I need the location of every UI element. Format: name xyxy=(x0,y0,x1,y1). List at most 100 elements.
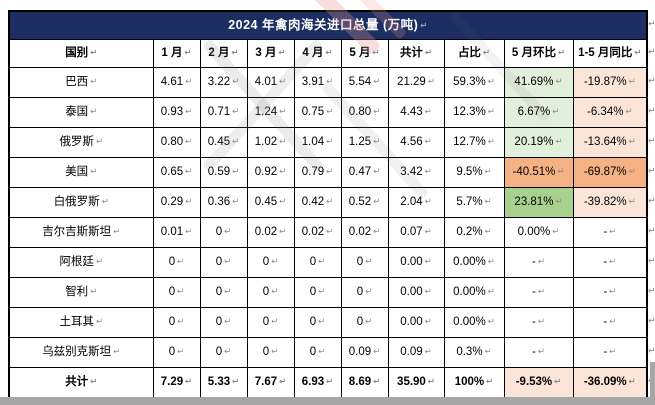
month-2-cell: 3.22 ↵ xyxy=(199,67,248,98)
cell-end-mark: ↵ xyxy=(609,226,617,237)
cell-end-mark: ↵ xyxy=(487,286,495,297)
cell-end-mark: ↵ xyxy=(279,375,287,386)
cell-end-mark: ↵ xyxy=(537,316,545,327)
cell-end-mark: ↵ xyxy=(95,316,104,327)
share-cell: 0.2% ↵ xyxy=(443,217,505,248)
month-2-cell: 0.59 ↵ xyxy=(199,157,248,188)
cell-end-mark: ↵ xyxy=(537,286,545,297)
mom-cell: 23.81% ↵ xyxy=(503,187,574,218)
cell-end-mark: ↵ xyxy=(628,196,636,207)
yoy-cell: -36.09% ↵ xyxy=(572,367,648,398)
cell-end-mark: ↵ xyxy=(326,166,334,177)
cell-end-mark: ↵ xyxy=(318,286,326,297)
cell-end-mark: ↵ xyxy=(424,226,432,237)
month-3-cell: 0.02 ↵ xyxy=(246,217,295,248)
cell-end-mark: ↵ xyxy=(537,346,545,357)
country-cell: 巴西 ↵ xyxy=(8,67,154,98)
cell-end-mark: ↵ xyxy=(609,256,617,267)
cell-end-mark: ↵ xyxy=(232,76,240,87)
row-end-mark: ↵ xyxy=(648,255,655,266)
cell-end-mark: ↵ xyxy=(185,106,193,117)
country-cell: 共计 ↵ xyxy=(8,367,154,398)
total-cell: 0.07 ↵ xyxy=(387,217,445,248)
row-end-mark: ↵ xyxy=(648,165,655,176)
cell-end-mark: ↵ xyxy=(424,106,432,117)
cell-end-mark: ↵ xyxy=(427,375,435,386)
month-3-cell: 0 ↵ xyxy=(246,307,295,338)
month-2-cell: 0.45 ↵ xyxy=(199,127,248,158)
cell-end-mark: ↵ xyxy=(232,136,240,147)
cell-end-mark: ↵ xyxy=(113,226,121,237)
cell-end-mark: ↵ xyxy=(634,47,642,58)
month-1-cell: 0.93 ↵ xyxy=(152,97,201,128)
header-cell-4: 4 月 ↵ xyxy=(293,39,342,68)
month-1-cell: 0.01 ↵ xyxy=(152,217,201,248)
month-5-cell: 1.25 ↵ xyxy=(340,127,389,158)
header-cell-5: 5 月 ↵ xyxy=(340,39,389,68)
month-1-cell: 0 ↵ xyxy=(152,337,201,368)
cell-end-mark: ↵ xyxy=(326,375,334,386)
cell-end-mark: ↵ xyxy=(424,47,433,58)
cell-end-mark: ↵ xyxy=(232,375,240,386)
cell-end-mark: ↵ xyxy=(326,136,334,147)
table-row: 美国 ↵ 0.65 ↵ 0.59 ↵ 0.92 ↵ 0.79 ↵ 0.47 ↵ 3.42 ↵ 9.5% ↵ -4… xyxy=(8,157,648,188)
mom-cell: - ↵ xyxy=(503,277,574,308)
paragraph-mark: ↵ xyxy=(420,19,428,30)
share-cell: 0.00% ↵ xyxy=(443,307,505,338)
total-cell: 21.29 ↵ xyxy=(387,67,445,98)
cell-end-mark: ↵ xyxy=(318,346,326,357)
cell-end-mark: ↵ xyxy=(177,256,185,267)
cell-end-mark: ↵ xyxy=(318,256,326,267)
mom-cell: - ↵ xyxy=(503,307,574,338)
month-5-cell: 0 ↵ xyxy=(340,247,389,278)
table-row: 土耳其 ↵ 0 ↵ 0 ↵ 0 ↵ 0 ↵ 0 ↵ 0.00 ↵ 0.00% ↵ - ↵ - ↵ xyxy=(8,307,648,338)
cell-end-mark: ↵ xyxy=(113,346,121,357)
share-cell: 100% ↵ xyxy=(443,367,505,398)
cell-end-mark: ↵ xyxy=(271,256,279,267)
yoy-cell: -6.34% ↵ xyxy=(572,97,648,128)
cell-end-mark: ↵ xyxy=(625,106,633,117)
mom-cell: - ↵ xyxy=(503,337,574,368)
page-edge-right xyxy=(650,362,655,405)
month-3-cell: 1.02 ↵ xyxy=(246,127,295,158)
cell-end-mark: ↵ xyxy=(555,136,563,147)
yoy-cell: -69.87% ↵ xyxy=(572,157,648,188)
mom-cell: 0.00% ↵ xyxy=(503,217,574,248)
country-cell: 白俄罗斯 ↵ xyxy=(8,187,154,218)
yoy-cell: - ↵ xyxy=(572,217,648,248)
cell-end-mark: ↵ xyxy=(487,106,495,117)
month-1-cell: 7.29 ↵ xyxy=(152,367,201,398)
month-1-cell: 0 ↵ xyxy=(152,307,201,338)
table-row: 白俄罗斯 ↵ 0.29 ↵ 0.36 ↵ 0.45 ↵ 0.42 ↵ 0.52 ↵ 2.04 ↵ 5.7% ↵… xyxy=(8,187,648,218)
cell-end-mark: ↵ xyxy=(424,316,432,327)
total-cell: 4.43 ↵ xyxy=(387,97,445,128)
month-2-cell: 0 ↵ xyxy=(199,247,248,278)
header-cell-8: 5 月环比 ↵ xyxy=(503,39,574,68)
country-cell: 泰国 ↵ xyxy=(8,97,154,128)
cell-end-mark: ↵ xyxy=(372,47,380,58)
cell-end-mark: ↵ xyxy=(271,346,279,357)
cell-end-mark: ↵ xyxy=(101,196,109,207)
cell-end-mark: ↵ xyxy=(185,166,193,177)
month-2-cell: 0.71 ↵ xyxy=(199,97,248,128)
cell-end-mark: ↵ xyxy=(373,346,381,357)
month-1-cell: 0 ↵ xyxy=(152,277,201,308)
total-cell: 3.42 ↵ xyxy=(387,157,445,188)
cell-end-mark: ↵ xyxy=(628,375,636,386)
total-cell: 4.56 ↵ xyxy=(387,127,445,158)
cell-end-mark: ↵ xyxy=(487,76,495,87)
table-row: 阿根廷 ↵ 0 ↵ 0 ↵ 0 ↵ 0 ↵ 0 ↵ 0.00 ↵ 0.00% ↵ - ↵ - ↵ xyxy=(8,247,648,278)
row-end-mark: ↵ xyxy=(648,285,655,296)
month-4-cell: 0 ↵ xyxy=(293,247,342,278)
cell-end-mark: ↵ xyxy=(177,316,185,327)
cell-end-mark: ↵ xyxy=(279,136,287,147)
cell-end-mark: ↵ xyxy=(557,47,566,58)
cell-end-mark: ↵ xyxy=(373,166,381,177)
cell-end-mark: ↵ xyxy=(279,226,287,237)
country-cell: 俄罗斯 ↵ xyxy=(8,127,154,158)
cell-end-mark: ↵ xyxy=(555,196,563,207)
header-cell-9: 1-5 月同比 ↵ xyxy=(572,39,648,68)
month-1-cell: 0 ↵ xyxy=(152,247,201,278)
mom-cell: 41.69% ↵ xyxy=(503,67,574,98)
